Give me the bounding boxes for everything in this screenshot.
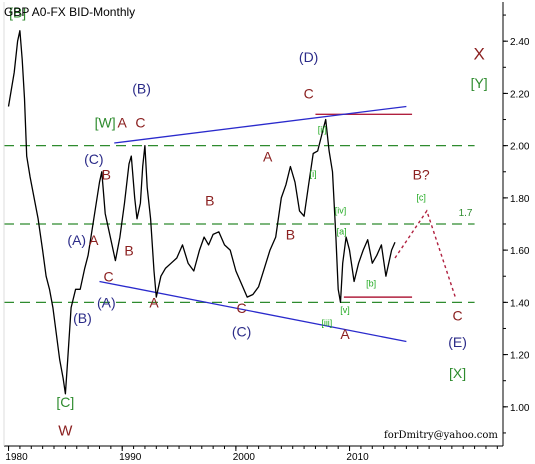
x-tick-label: 2000	[233, 452, 256, 463]
wave-label: [C]	[56, 394, 74, 410]
wave-label: (E)	[448, 334, 467, 350]
wave-label: W	[58, 423, 73, 440]
horizontal-guides: 1.7	[4, 113, 475, 303]
wave-label: A	[89, 232, 99, 248]
wave-label: [W]	[95, 114, 116, 130]
wave-label: X	[473, 44, 484, 63]
x-tick-label: 2010	[346, 452, 369, 463]
wave-label: (A)	[97, 295, 116, 311]
wave-label: [iii]	[321, 318, 332, 328]
wave-label: (C)	[84, 151, 103, 167]
wave-label: [i]	[310, 169, 317, 179]
wave-label: B?	[413, 167, 430, 183]
wave-label: (C)	[232, 323, 251, 339]
wave-label: [iv]	[335, 206, 347, 216]
wave-label: B	[102, 167, 111, 183]
price-series	[7, 30, 396, 395]
axes: 1.00 1.20 1.40 1.60 1.80 2.00 2.20 2.40 1980 1990…	[3, 2, 530, 463]
y-tick-label: 1.80	[510, 194, 530, 205]
y-tick-label: 1.20	[510, 351, 530, 362]
wave-label: [c]	[416, 192, 426, 202]
wave-label: A	[340, 326, 350, 342]
x-tick-label: 1980	[5, 452, 28, 463]
wave-label: [X]	[449, 365, 466, 381]
wave-label: (B)	[73, 310, 92, 326]
y-tick-label: 1.60	[510, 246, 530, 257]
guide-label: 1.7	[459, 208, 473, 219]
y-tick-label: 2.20	[510, 89, 530, 100]
wave-label: B	[205, 193, 214, 209]
wave-label: B	[286, 227, 295, 243]
y-tick-label: 2.00	[510, 142, 530, 153]
y-tick-label: 1.00	[510, 403, 530, 414]
wave-label: [v]	[340, 305, 350, 315]
wave-labels: [B][C]W[W](C)B(A) AC(B)(A)(B)A CBABC(C)AB(…	[9, 5, 488, 440]
wave-label: (A)	[67, 232, 86, 248]
wave-label: C	[237, 300, 247, 316]
wave-label: [Y]	[471, 75, 488, 91]
wave-label: A	[149, 295, 159, 311]
wave-label: A	[118, 114, 128, 130]
x-tick-label: 1990	[119, 452, 142, 463]
wave-label: C	[135, 114, 145, 130]
wave-label: C	[452, 308, 462, 324]
price-line	[7, 30, 396, 395]
wave-label: [a]	[337, 226, 347, 236]
y-tick-label: 1.40	[510, 298, 530, 309]
channel-line-upper	[114, 105, 407, 144]
channel-lines	[99, 105, 407, 343]
chart-title: GBP A0-FX BID-Monthly	[4, 5, 135, 19]
wave-label: (B)	[132, 80, 151, 96]
credit-text: forDmitry@yahoo.com	[384, 430, 498, 441]
channel-line-lower	[99, 280, 407, 343]
wave-label: C	[104, 268, 114, 284]
y-tick-label: 2.40	[510, 37, 530, 48]
wave-label: [b]	[366, 279, 376, 289]
forecast-path	[394, 209, 456, 298]
wave-label: A	[263, 148, 273, 164]
wave-label: [B]	[9, 5, 26, 21]
wave-label: B	[124, 242, 133, 258]
wave-label: [ii]	[318, 125, 327, 135]
wave-label: C	[304, 86, 314, 102]
wave-label: (D)	[299, 49, 318, 65]
forecast-line	[394, 209, 456, 298]
